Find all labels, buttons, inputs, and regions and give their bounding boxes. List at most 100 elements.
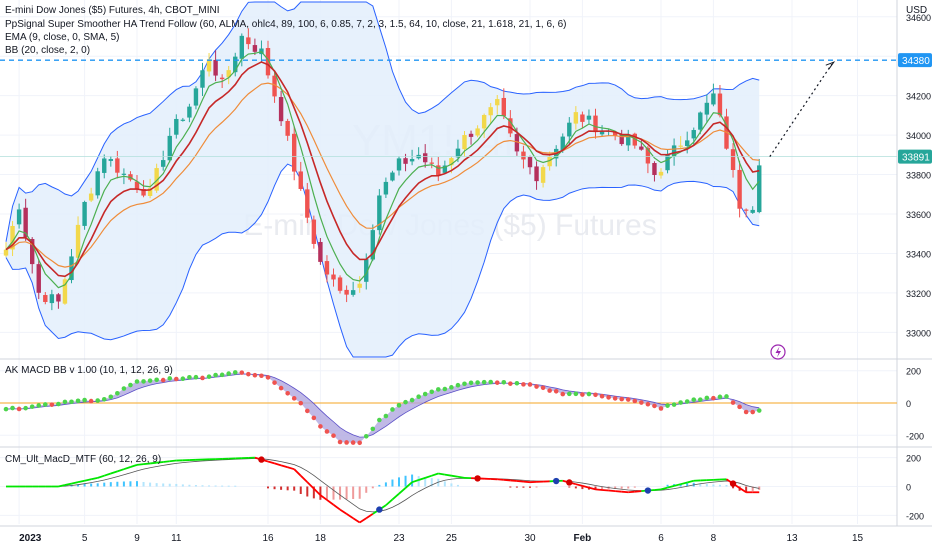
x-tick-label: 9 xyxy=(134,533,140,544)
candle-body xyxy=(89,194,93,201)
candle-body xyxy=(187,107,191,118)
macd-line-segment xyxy=(458,477,465,478)
histogram-bar xyxy=(274,487,276,490)
histogram-bar xyxy=(365,487,367,493)
macd-dot xyxy=(194,375,199,380)
macd-dot xyxy=(207,374,212,379)
macd-dot xyxy=(443,387,448,392)
macd-line-segment xyxy=(170,461,177,462)
candle-body xyxy=(665,155,669,170)
histogram-bar xyxy=(418,476,420,486)
macd-dot xyxy=(449,385,454,390)
candle-body xyxy=(456,149,460,158)
macd-dot xyxy=(678,400,683,405)
macd-dot xyxy=(547,388,552,393)
macd-dot xyxy=(226,371,231,376)
macd-dot xyxy=(403,400,408,405)
candle-body xyxy=(541,167,545,183)
macd-dot xyxy=(554,389,559,394)
macd-dot xyxy=(698,397,703,402)
macd-dot xyxy=(731,400,736,405)
macd-dot xyxy=(161,378,166,383)
macd-dot xyxy=(233,370,238,375)
candle xyxy=(757,159,761,213)
macd-dot xyxy=(750,410,755,415)
candle-body xyxy=(50,294,54,303)
histogram-bar xyxy=(143,482,145,487)
candle-body xyxy=(96,171,100,195)
candle-body xyxy=(351,290,355,295)
y-tick-label: 200 xyxy=(906,367,921,377)
macd-dot xyxy=(390,407,395,412)
macd-dot xyxy=(344,440,349,445)
macd-dot xyxy=(423,392,428,397)
macd-dot xyxy=(475,380,480,385)
macd-dot xyxy=(659,406,664,411)
histogram-bar xyxy=(202,485,204,486)
macd-dot xyxy=(541,385,546,390)
candle-body xyxy=(37,264,41,293)
histogram-bar xyxy=(568,487,570,488)
histogram-bar xyxy=(333,487,335,500)
candle-body xyxy=(240,36,244,59)
histogram-bar xyxy=(326,487,328,500)
macd-dot xyxy=(272,380,277,385)
histogram-bar xyxy=(575,487,577,489)
flash-icon[interactable] xyxy=(771,345,785,359)
histogram-bar xyxy=(116,482,118,487)
macd-line-segment xyxy=(163,461,170,462)
candle-body xyxy=(318,242,322,262)
y-tick-label: 200 xyxy=(906,454,921,464)
candle-body xyxy=(403,158,407,164)
macd-dot xyxy=(338,440,343,445)
macd-dot xyxy=(135,379,140,384)
histogram-bar xyxy=(208,485,210,486)
histogram-bar xyxy=(398,477,400,486)
candle-body xyxy=(122,174,126,175)
histogram-bar xyxy=(300,487,302,494)
macd-dot xyxy=(279,386,284,391)
x-tick-label: 16 xyxy=(262,533,274,544)
macd-dot xyxy=(737,405,742,410)
macd-dot xyxy=(521,382,526,387)
histogram-bar xyxy=(221,486,223,487)
macd-dot xyxy=(626,397,631,402)
histogram-bar xyxy=(352,487,354,499)
last-price-label: 33891 xyxy=(902,153,930,164)
histogram-bar xyxy=(90,484,92,487)
macd-dot xyxy=(639,400,644,405)
histogram-bar xyxy=(536,487,538,488)
histogram-bar xyxy=(339,487,341,500)
macd-line-segment xyxy=(602,490,609,491)
candle-body xyxy=(587,116,591,120)
histogram-bar xyxy=(293,487,295,491)
histogram-bar xyxy=(516,487,518,488)
candle xyxy=(82,201,86,230)
macd-dot xyxy=(305,409,310,414)
macd-dot xyxy=(646,402,651,407)
macd-dot xyxy=(181,376,186,381)
candle-body xyxy=(593,116,597,132)
candle-body xyxy=(253,45,257,52)
macd-dot xyxy=(757,408,762,413)
macd-dot xyxy=(240,370,245,375)
candle-body xyxy=(528,157,532,167)
resistance-price-label: 34380 xyxy=(902,56,930,67)
macd-dot xyxy=(528,382,533,387)
candle-body xyxy=(751,210,755,213)
y-tick-label: 34000 xyxy=(906,131,931,141)
macd-dot xyxy=(672,402,677,407)
macd-dot xyxy=(69,399,74,404)
resistance-price-tag: 34380 xyxy=(898,53,932,67)
candle-body xyxy=(482,115,486,128)
histogram-bar xyxy=(509,487,511,488)
macd-dot xyxy=(43,402,48,407)
macd-dot xyxy=(619,397,624,402)
candle-body xyxy=(213,60,217,76)
macd-dot xyxy=(187,375,192,380)
candle-body xyxy=(410,159,414,161)
candle-body xyxy=(534,166,538,181)
y-tick-label: -200 xyxy=(906,431,924,441)
candle-body xyxy=(312,220,316,244)
